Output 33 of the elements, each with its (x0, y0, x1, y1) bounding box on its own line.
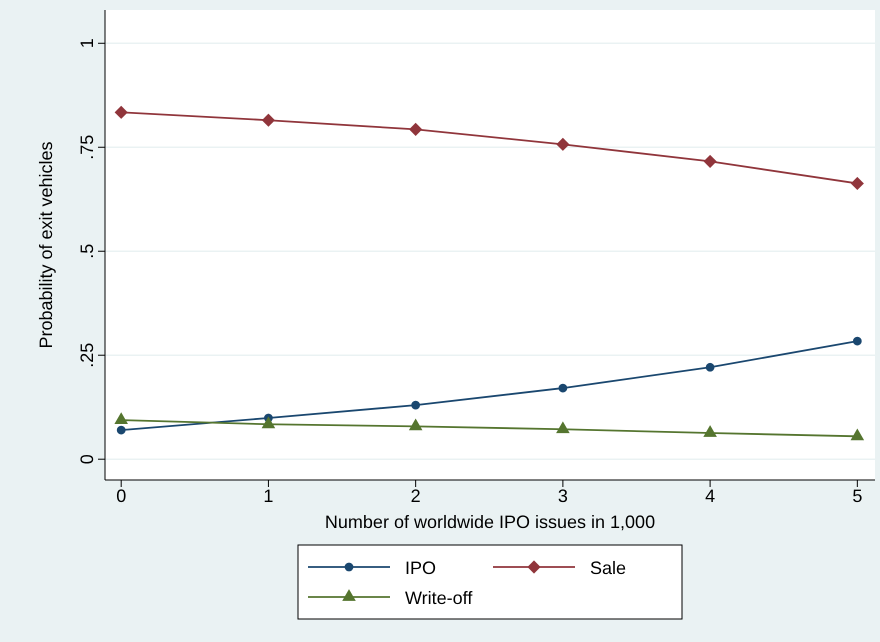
x-tick-label: 3 (558, 486, 568, 506)
x-axis-title: Number of worldwide IPO issues in 1,000 (324, 512, 656, 532)
y-tick-label: .75 (77, 134, 97, 160)
point (408, 418, 422, 430)
point (116, 426, 126, 434)
point (706, 362, 714, 372)
point (262, 416, 276, 428)
y-tick-label: .5 (77, 244, 97, 259)
point (556, 421, 570, 434)
point (850, 428, 864, 440)
point (703, 425, 717, 437)
point (114, 412, 128, 424)
x-tick-label: 4 (705, 486, 716, 506)
point (558, 384, 568, 392)
y-tick-label: 1 (77, 38, 97, 48)
legend-label: Write-off (405, 588, 474, 608)
x-tick-label: 1 (263, 486, 274, 506)
y-axis-title: Probability of exit vehicles (36, 141, 56, 349)
point (114, 106, 128, 119)
y-tick-label: .25 (77, 342, 97, 368)
point (852, 336, 862, 346)
point (704, 154, 717, 168)
x-tick-label: 0 (116, 486, 126, 506)
point (556, 138, 570, 151)
point (850, 176, 864, 190)
point (262, 114, 275, 127)
y-tick-label: 0 (77, 454, 97, 464)
point (411, 400, 420, 410)
x-tick-label: 2 (410, 486, 421, 506)
point (409, 122, 422, 136)
legend-label: Sale (590, 558, 626, 578)
legend-label: IPO (405, 558, 436, 578)
x-tick-label: 5 (852, 486, 862, 506)
